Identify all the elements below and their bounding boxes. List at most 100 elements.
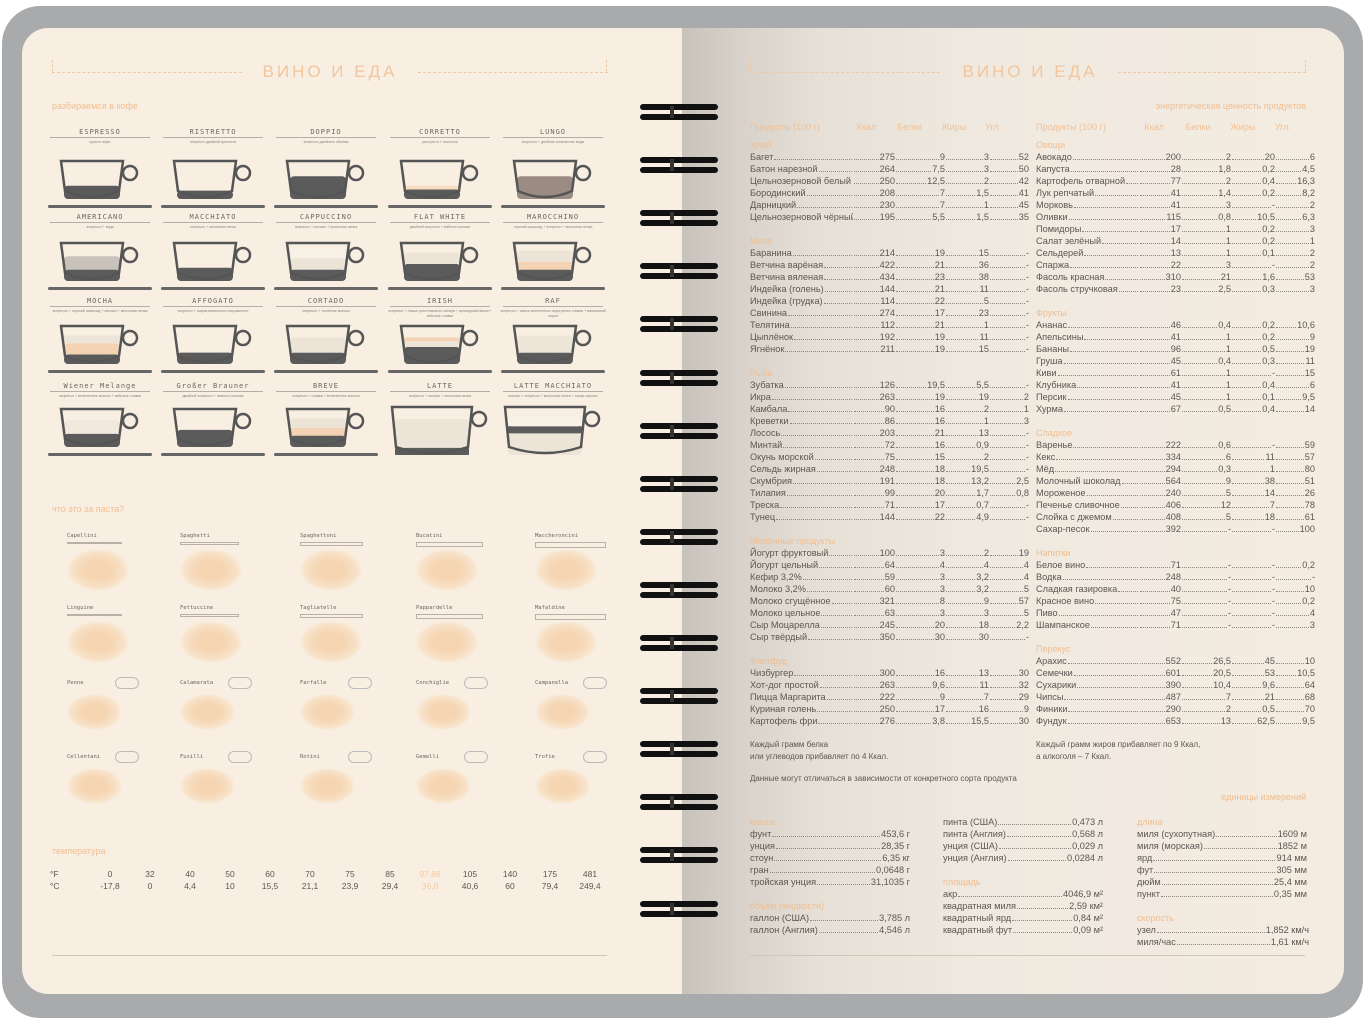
- dot-leader: [946, 259, 978, 268]
- nutrient-value: 10,6: [1297, 320, 1315, 330]
- dot-leader: [854, 715, 879, 724]
- product-name: Индейка (голень): [750, 284, 824, 294]
- value-cell: 1: [1181, 391, 1231, 403]
- pasta-shape-icon: [464, 751, 488, 763]
- dot-leader: [1232, 583, 1271, 592]
- dot-leader: [1232, 319, 1262, 328]
- pasta-illustration: [416, 694, 471, 730]
- dot-leader: [946, 331, 979, 340]
- category-title: Молочные продукты: [750, 536, 836, 546]
- product-name-cell: Кефир 3,2%: [750, 571, 853, 583]
- value-cell: 19: [945, 391, 989, 403]
- dot-leader: [896, 691, 939, 700]
- nutrient-value: 15: [978, 344, 989, 354]
- dot-leader: [990, 715, 1018, 724]
- dot-leader: [1276, 523, 1299, 532]
- value-cell: 9: [1181, 475, 1231, 487]
- unit-group: объём (жидкости) галлон (США) 3,785 л галло…: [750, 900, 910, 936]
- value-cell: 21: [895, 319, 945, 331]
- bottom-rule: [52, 955, 607, 956]
- nutrient-value: 300: [879, 668, 895, 678]
- table-row: Картофель отварной 77 2 0,4 16,3: [1036, 175, 1315, 187]
- table-row: Пицца Маргарита 222 9 7 29: [750, 691, 1029, 703]
- nutrient-value: 19: [934, 332, 945, 342]
- coffee-description: эспрессо + смесь вспененных подогретых с…: [500, 309, 606, 318]
- product-name: Кекс: [1036, 452, 1056, 462]
- product-name-cell: Минтай: [750, 439, 853, 451]
- value-cell: 4: [895, 559, 945, 571]
- value-cell: 601: [1139, 667, 1181, 679]
- dot-leader: [1232, 247, 1262, 256]
- dot-leader: [1232, 271, 1262, 280]
- product-name: Красное вино: [1036, 596, 1095, 606]
- nutrient-value: 41: [1170, 188, 1181, 198]
- unit-group-title: длина: [1137, 817, 1163, 827]
- dot-leader: [1276, 487, 1304, 496]
- nutrient-value: 653: [1165, 716, 1181, 726]
- unit-name: фут: [1137, 865, 1154, 875]
- product-name: Зубатка: [750, 380, 784, 390]
- dot-leader: [1182, 235, 1225, 244]
- dot-leader: [816, 463, 852, 472]
- value-cell: -: [989, 439, 1029, 451]
- category-title: Хлеб: [750, 140, 772, 150]
- value-cell: 17: [895, 499, 945, 511]
- energy-table-right: Продукты (100 г) Ккал Белки Жиры Угл. Овощи Ав…: [1036, 122, 1315, 727]
- nutrient-value: 3: [1309, 620, 1315, 630]
- value-cell: 12,5: [895, 175, 945, 187]
- dot-leader: [946, 187, 976, 196]
- value-cell: -: [1181, 619, 1231, 631]
- dot-leader: [1161, 876, 1273, 885]
- dot-leader: [1276, 235, 1309, 244]
- dot-leader: [1182, 715, 1220, 724]
- nutrient-value: 90: [884, 404, 895, 414]
- nutrient-value: 390: [1165, 680, 1181, 690]
- coffee-name: BREVE: [276, 382, 376, 392]
- product-name-cell: Молоко сгущённое: [750, 595, 853, 607]
- value-cell: 38: [1231, 475, 1275, 487]
- coffee-description: эспрессо + молочная пенка: [189, 225, 237, 229]
- table-row: Свинина 274 17 23-: [750, 307, 1029, 319]
- product-name-cell: Авокадо: [1036, 151, 1139, 163]
- coffee-cup-icon: [501, 324, 605, 373]
- table-row: Авокадо 200 2 20 6: [1036, 151, 1315, 163]
- table-row: Ветчина варёная 422 21 36-: [750, 259, 1029, 271]
- value-cell: 6: [1181, 451, 1231, 463]
- dot-leader: [854, 583, 884, 592]
- product-name-cell: Финики: [1036, 703, 1139, 715]
- ring-wire: [640, 857, 718, 864]
- value-cell: 1,8: [1181, 163, 1231, 175]
- dot-leader: [896, 391, 934, 400]
- dot-leader: [1276, 259, 1309, 268]
- product-name: Сухарики: [1036, 680, 1077, 690]
- product-name: Цельнозерновой чёрный: [750, 212, 853, 222]
- nutrient-value: 0,7: [976, 500, 989, 510]
- value-cell: -: [1231, 583, 1275, 595]
- nutrient-value: 5: [1225, 488, 1231, 498]
- nutrient-value: 6,3: [1302, 212, 1315, 222]
- value-cell: 222: [853, 691, 895, 703]
- nutrient-value: 51: [1304, 476, 1315, 486]
- dot-leader: [896, 715, 932, 724]
- dot-leader: [1086, 559, 1138, 568]
- table-row: Семечки 601 20,5 53 10,5: [1036, 667, 1315, 679]
- product-name-cell: Фасоль красная: [1036, 271, 1139, 283]
- dot-leader: [896, 319, 934, 328]
- nutrient-value: 22: [934, 512, 945, 522]
- nutrient-value: 0,2: [1262, 320, 1275, 330]
- nutrient-value: 3: [983, 164, 989, 174]
- dot-leader: [854, 475, 879, 484]
- nutrient-value: 240: [1165, 488, 1181, 498]
- product-name: Финики: [1036, 704, 1068, 714]
- value-cell: 203: [853, 427, 895, 439]
- unit-name: пинта (Англия): [943, 829, 1006, 839]
- value-cell: 9: [945, 595, 989, 607]
- value-cell: 0,2: [1231, 163, 1275, 175]
- table-row: Хот-дог простой 263 9,6 11 32: [750, 679, 1029, 691]
- value-cell: 45: [1139, 391, 1181, 403]
- header-rule: [52, 72, 242, 73]
- dot-leader: [1140, 211, 1166, 220]
- dot-leader: [1140, 271, 1165, 280]
- nutrient-value: 250: [879, 704, 895, 714]
- value-cell: -: [989, 511, 1029, 523]
